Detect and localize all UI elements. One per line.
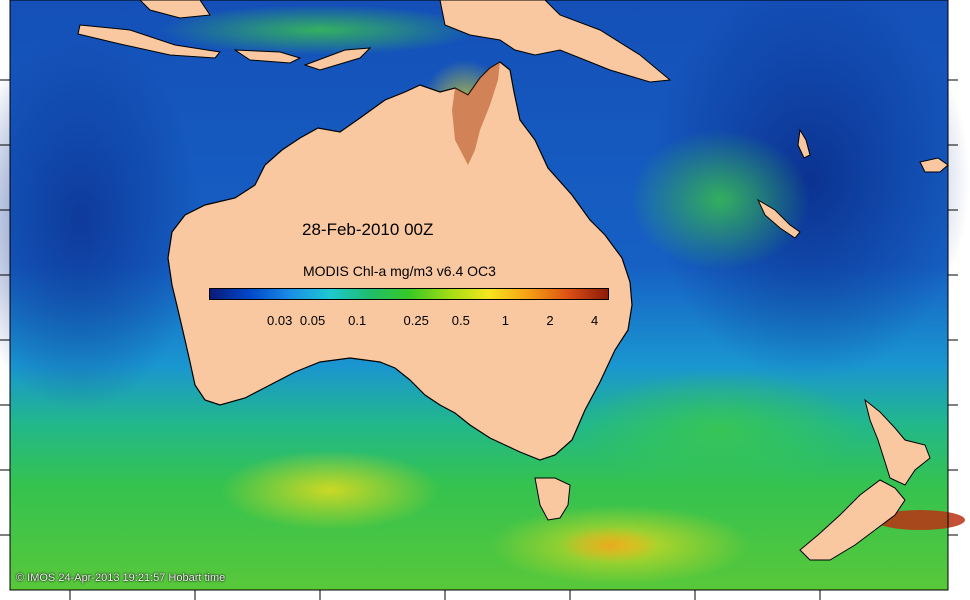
colorbar-tick-label: 0.05 [299, 313, 326, 328]
colorbar-tick-label: 0.5 [451, 313, 470, 328]
colorbar-title: MODIS Chl-a mg/m3 v6.4 OC3 [303, 263, 496, 279]
southern-orange [560, 527, 660, 563]
island-sulawesi-fragment [139, 0, 211, 19]
colorbar-tick-label: 0.1 [348, 313, 367, 328]
nz-north-island [864, 398, 931, 486]
colorbar-tick-label: 0.25 [403, 313, 429, 328]
australia-landmass [167, 61, 633, 461]
colorbar-tick-label: 0.03 [267, 313, 293, 328]
coral-sea-green [630, 130, 810, 270]
island-vanuatu [797, 128, 811, 159]
banda-sea-green [160, 5, 480, 55]
cape-york-coast [452, 62, 500, 165]
tasman-green [580, 370, 860, 490]
tasmania [534, 477, 571, 521]
colorbar [209, 288, 609, 300]
island-java [77, 24, 221, 59]
new-caledonia [756, 198, 801, 239]
copyright-footer: © IMOS 24-Apr-2013 19:21:57 Hobart time [16, 572, 226, 584]
colorbar-tick-label: 1 [501, 313, 510, 328]
date-label: 28-Feb-2010 00Z [302, 220, 434, 239]
southern-yellow-1 [220, 450, 440, 530]
island-timor [303, 47, 372, 71]
nz-east-red [875, 510, 965, 530]
deep-ocean-east [650, 0, 970, 380]
colorbar-tick-label: 2 [546, 313, 554, 328]
island-new-guinea [439, 0, 672, 83]
deep-ocean-west [0, 30, 200, 410]
island-fiji [919, 157, 949, 173]
colorbar-tick-label: 4 [591, 313, 599, 328]
island-lesser-sunda [233, 49, 302, 64]
nz-south-island [799, 479, 906, 561]
